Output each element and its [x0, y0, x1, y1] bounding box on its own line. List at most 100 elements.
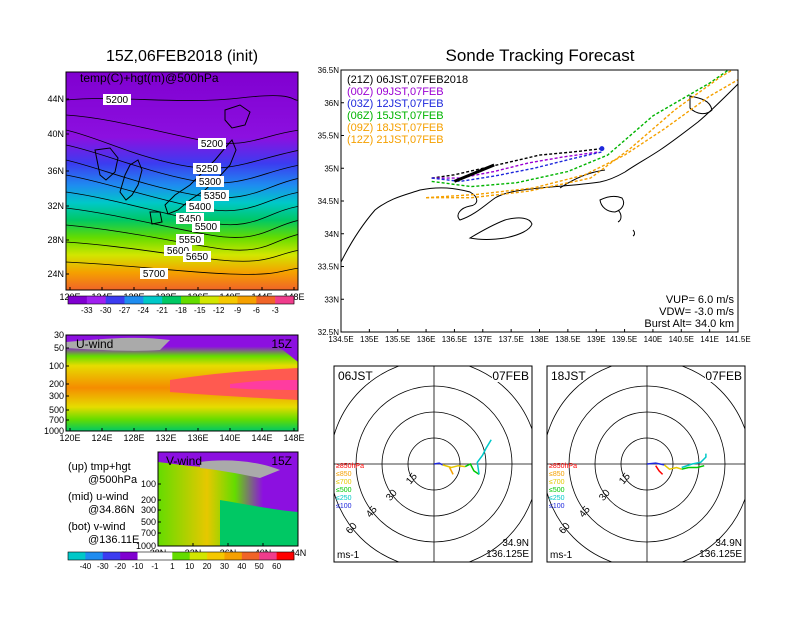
hodograph-level-legend: ≤850: [336, 471, 352, 478]
track-line: [431, 151, 600, 179]
u-wind-x-tick-label: 128E: [123, 433, 144, 443]
param-vup: VUP= 6.0 m/s: [666, 294, 735, 306]
colorbar-500-label: -27: [119, 306, 131, 315]
colorbar-500-cell: [181, 296, 201, 304]
contour-label-bg: [186, 201, 214, 212]
contour-label-bg: [103, 94, 131, 105]
colorbar-500-cell: [275, 296, 295, 304]
colorbar-v-cell: [276, 552, 295, 560]
colorbar-v-cell: [102, 552, 121, 560]
track-line: [431, 70, 730, 188]
500hpa-y-tick-label: 24N: [47, 269, 64, 279]
info-mid-1: (mid) u-wind: [68, 491, 129, 503]
contour-label: 5550: [179, 235, 202, 246]
colorbar-v-label: 1: [170, 562, 175, 571]
hodograph-lon: 136.125E: [486, 549, 529, 560]
tracking-y-tick-label: 36.5N: [318, 66, 340, 75]
contour-label-bg: [140, 268, 168, 279]
colorbar-500-cell: [86, 296, 106, 304]
colorbar-500-cell: [105, 296, 125, 304]
contour-label: 5450: [179, 214, 202, 225]
tracking-legend-entry: (09Z) 18JST,07FEB: [347, 122, 444, 134]
colorbar-500-cell: [256, 296, 276, 304]
colorbar-500-cell: [237, 296, 257, 304]
colorbar-500-cell: [68, 296, 88, 304]
hodograph-level-legend: ≤250: [549, 495, 565, 502]
colorbar-v-frame: [67, 551, 295, 561]
tracking-x-tick-label: 134.5E: [328, 335, 353, 344]
hodograph-left-label: 18JST: [551, 369, 586, 383]
tracking-x-tick-label: 136E: [417, 335, 436, 344]
500hpa-colorbar: -33 -30 -27 -24 -21 -18 -15 -12 -9 -6 -3: [67, 295, 295, 315]
panel-tracking: 134.5E 135E 135.5E 136E 136.5E 137E 137.5E 138E…: [318, 66, 751, 344]
tracking-legend-entry: (21Z) 06JST,07FEB2018: [347, 74, 468, 86]
colorbar-500-cell: [218, 296, 238, 304]
colorbar-v-cell: [241, 552, 260, 560]
contour-label: 5200: [106, 95, 129, 106]
hodograph-lat: 34.9N: [715, 538, 742, 549]
tracking-x-tick-label: 135.5E: [385, 335, 410, 344]
contour-label: 5200: [201, 139, 224, 150]
panel-u-wind: U-wind 15Z 120E 124E 128E 132E 136E 140E 144E 1…: [44, 330, 305, 443]
u-wind-xaxis: 120E 124E 128E 132E 136E 140E 144E 148E: [59, 428, 305, 443]
colorbar-v-label: 10: [185, 562, 194, 571]
u-wind-y-tick-label: 30: [54, 330, 64, 340]
tracking-x-tick-label: 140.5E: [669, 335, 694, 344]
colorbar-500-label: -18: [175, 306, 187, 315]
colorbar-500-label: -6: [253, 306, 261, 315]
hodograph-trace: [663, 464, 682, 471]
param-vdw: VDW= -3.0 m/s: [659, 306, 734, 318]
500hpa-frame: [65, 71, 299, 291]
tracking-x-tick-label: 138E: [530, 335, 549, 344]
colorbar-500-label: -30: [100, 306, 112, 315]
tracking-x-tick-label: 141E: [700, 335, 719, 344]
contour-label-bg: [196, 176, 224, 187]
hodograph-right-label: 07FEB: [705, 369, 742, 383]
500hpa-y-tick-label: 44N: [47, 94, 64, 104]
tracking-bg: [341, 70, 738, 332]
colorbar-v-cell: [120, 552, 138, 560]
track-endpoint: [599, 146, 605, 152]
hodograph-trace: [476, 439, 492, 475]
contour-label-bg: [183, 251, 211, 262]
v-wind-y-tick-label: 700: [141, 528, 156, 538]
500hpa-y-tick-label: 28N: [47, 235, 64, 245]
colorbar-500-label: -24: [138, 306, 150, 315]
contour-label: 5300: [199, 177, 222, 188]
colorbar-v-cell: [137, 552, 156, 560]
colorbar-v-label: -1: [151, 562, 159, 571]
colorbar-v-cell: [224, 552, 243, 560]
info-bot-1: (bot) v-wind: [68, 521, 125, 533]
v-wind-title: V-wind: [166, 454, 202, 468]
contour-label-bg: [176, 234, 204, 245]
v-wind-y-tick-label: 500: [141, 517, 156, 527]
500hpa-y-tick-label: 36N: [47, 166, 64, 176]
u-wind-x-tick-label: 144E: [251, 433, 272, 443]
colorbar-v-label: 60: [272, 562, 281, 571]
colorbar-v-cell: [189, 552, 208, 560]
u-wind-x-tick-label: 140E: [219, 433, 240, 443]
info-up-2: @500hPa: [88, 474, 138, 486]
u-wind-y-tick-label: 100: [49, 361, 64, 371]
hodograph-right-label-bg: [705, 368, 743, 382]
v-wind-y-tick-label: 100: [141, 479, 156, 489]
hodograph-trace: [681, 464, 705, 470]
colorbar-500-label: -15: [194, 306, 206, 315]
tracking-x-tick-label: 141.5E: [725, 335, 750, 344]
tracking-legend-entry: (06Z) 15JST,07FEB: [347, 110, 444, 122]
tracking-params: VUP= 6.0 m/s VDW= -3.0 m/s Burst Alt= 34…: [644, 294, 734, 330]
info-up-1: (up) tmp+hgt: [68, 461, 131, 473]
hodograph-lat: 34.9N: [502, 538, 529, 549]
colorbar-v-label: 40: [237, 562, 246, 571]
u-wind-y-tick-label: 700: [49, 415, 64, 425]
v-wind-x-tick-label: 44N: [290, 548, 307, 558]
colorbar-v-label: -40: [80, 562, 92, 571]
v-wind-features: [158, 452, 298, 546]
tracking-yaxis: 32.5N 33N 33.5N 34N 34.5N 35N 35.5N 36N 36.5N: [318, 66, 344, 337]
hodograph-level-legend: ≤500: [336, 487, 352, 494]
colorbar-v-label: -20: [114, 562, 126, 571]
